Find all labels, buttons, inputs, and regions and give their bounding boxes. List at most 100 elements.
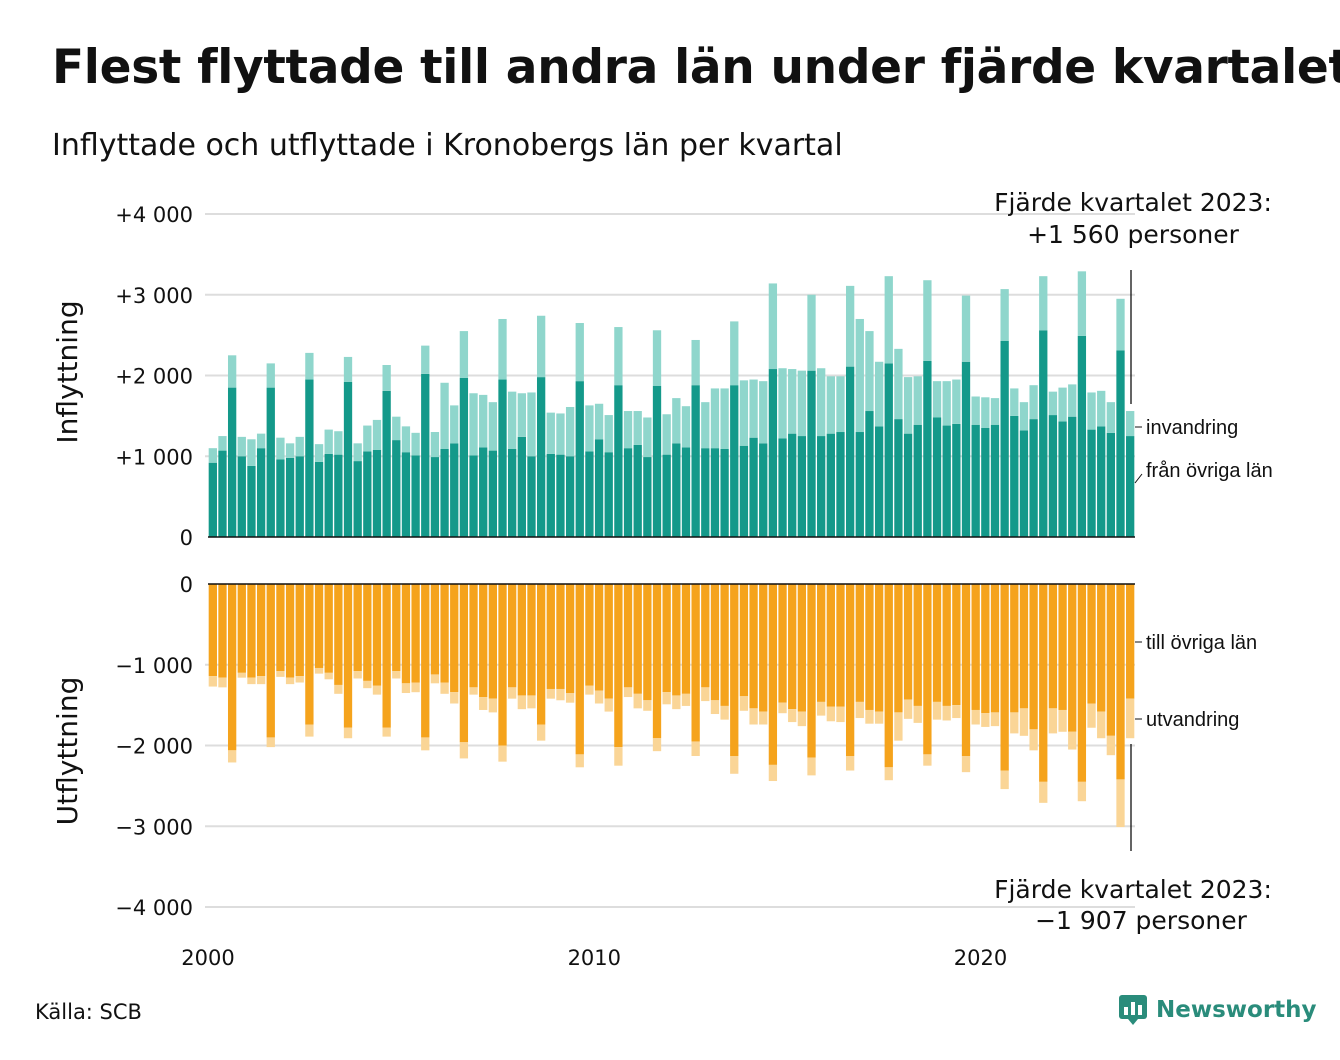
bar-from-counties (710, 448, 720, 538)
bar-emigration (981, 713, 990, 727)
bar-immigration (353, 443, 362, 462)
x-tick-label: 2020 (954, 946, 1007, 970)
bar-to-counties (797, 584, 807, 712)
bar-to-counties (855, 584, 864, 702)
bar-from-counties (942, 425, 951, 537)
bar-from-counties (488, 450, 498, 537)
bar-to-counties (1068, 584, 1077, 732)
bar-emigration (952, 705, 961, 719)
bar-immigration (826, 376, 835, 434)
bar-to-counties (826, 584, 835, 707)
bar-to-counties (662, 584, 671, 693)
bar-immigration (488, 402, 498, 451)
bar-emigration (826, 706, 835, 722)
bar-from-counties (903, 433, 913, 537)
y-tick-label-bottom: −4 000 (115, 896, 193, 920)
bar-to-counties (884, 584, 893, 768)
bar-immigration (227, 355, 237, 388)
bar-to-counties (739, 584, 749, 697)
bar-immigration (691, 339, 700, 386)
bar-to-counties (652, 584, 662, 739)
chart-title: Flest flyttade till andra län under fjär… (52, 40, 1340, 95)
chart-canvas: 0 +1 000 +2 000 +3 000 +4 000 −4 000 −3 000 −2… (51, 188, 1273, 970)
bar-emigration (662, 692, 671, 705)
bar-emigration (1010, 712, 1019, 734)
bar-from-counties (295, 456, 304, 537)
annotation-bottom-line1: Fjärde kvartalet 2023: (994, 875, 1272, 904)
bar-emigration (363, 680, 372, 689)
y-tick-label-bottom: 0 (180, 573, 193, 597)
bar-from-counties (565, 456, 575, 537)
bar-emigration (227, 750, 237, 763)
bar-immigration (604, 415, 613, 453)
bar-from-counties (1068, 416, 1077, 537)
bar-emigration (469, 687, 478, 695)
bar-from-counties (614, 385, 623, 537)
brand-name: Newsworthy (1156, 997, 1317, 1023)
bar-from-counties (1058, 421, 1067, 537)
bar-to-counties (508, 584, 517, 688)
bar-emigration (990, 712, 1000, 727)
y-ticks-top: 0 +1 000 +2 000 +3 000 +4 000 (115, 203, 193, 550)
bar-immigration (1039, 276, 1048, 331)
bar-emigration (382, 727, 391, 737)
bar-to-counties (1048, 584, 1058, 709)
bar-from-counties (633, 444, 642, 537)
bar-to-counties (227, 584, 237, 751)
bar-from-counties (768, 369, 778, 537)
bar-from-counties (498, 379, 507, 537)
bar-emigration (788, 709, 797, 723)
bar-from-counties (662, 454, 671, 537)
bar-emigration (778, 702, 787, 714)
bar-to-counties (1097, 584, 1106, 712)
bar-to-counties (392, 584, 401, 672)
bar-immigration (942, 381, 951, 426)
bar-immigration (585, 405, 594, 452)
bar-immigration (343, 356, 353, 382)
bar-immigration (845, 285, 855, 367)
bar-from-counties (314, 461, 324, 537)
bar-immigration (295, 436, 304, 457)
bar-immigration (1126, 411, 1135, 437)
bar-to-counties (768, 584, 778, 765)
bar-from-counties (392, 440, 401, 537)
bar-to-counties (324, 584, 333, 673)
bar-from-counties (1019, 430, 1029, 537)
bar-emigration (1126, 698, 1135, 739)
bar-emigration (971, 709, 980, 725)
leader-from-counties (1134, 473, 1143, 484)
bar-to-counties (353, 584, 362, 672)
bar-to-counties (778, 584, 787, 703)
bar-emigration (430, 674, 440, 684)
bar-to-counties (411, 584, 420, 683)
bar-immigration (247, 439, 256, 466)
bar-from-counties (913, 424, 922, 537)
bar-from-counties (1010, 415, 1019, 538)
bar-to-counties (903, 584, 913, 700)
bar-to-counties (421, 584, 430, 738)
bar-immigration (720, 388, 729, 449)
bar-emigration (527, 695, 536, 709)
bar-from-counties (691, 385, 700, 537)
bar-from-counties (681, 447, 691, 537)
bar-emigration (672, 695, 681, 710)
label-emigration: utvandring (1146, 709, 1239, 731)
bar-immigration (430, 432, 440, 458)
bar-to-counties (459, 584, 469, 743)
bar-from-counties (759, 443, 768, 537)
bar-emigration (633, 693, 642, 709)
bar-emigration (353, 671, 362, 679)
bar-to-counties (981, 584, 990, 714)
bar-emigration (932, 701, 942, 720)
bar-immigration (614, 327, 623, 386)
bar-from-counties (817, 436, 826, 537)
bar-emigration (556, 688, 565, 701)
bar-immigration (1068, 384, 1077, 417)
bar-immigration (594, 403, 604, 440)
bar-immigration (874, 361, 884, 427)
bar-emigration (401, 683, 411, 694)
bar-to-counties (440, 584, 449, 683)
bar-emigration (450, 692, 459, 704)
bar-to-counties (266, 584, 275, 738)
bar-immigration (469, 393, 478, 456)
